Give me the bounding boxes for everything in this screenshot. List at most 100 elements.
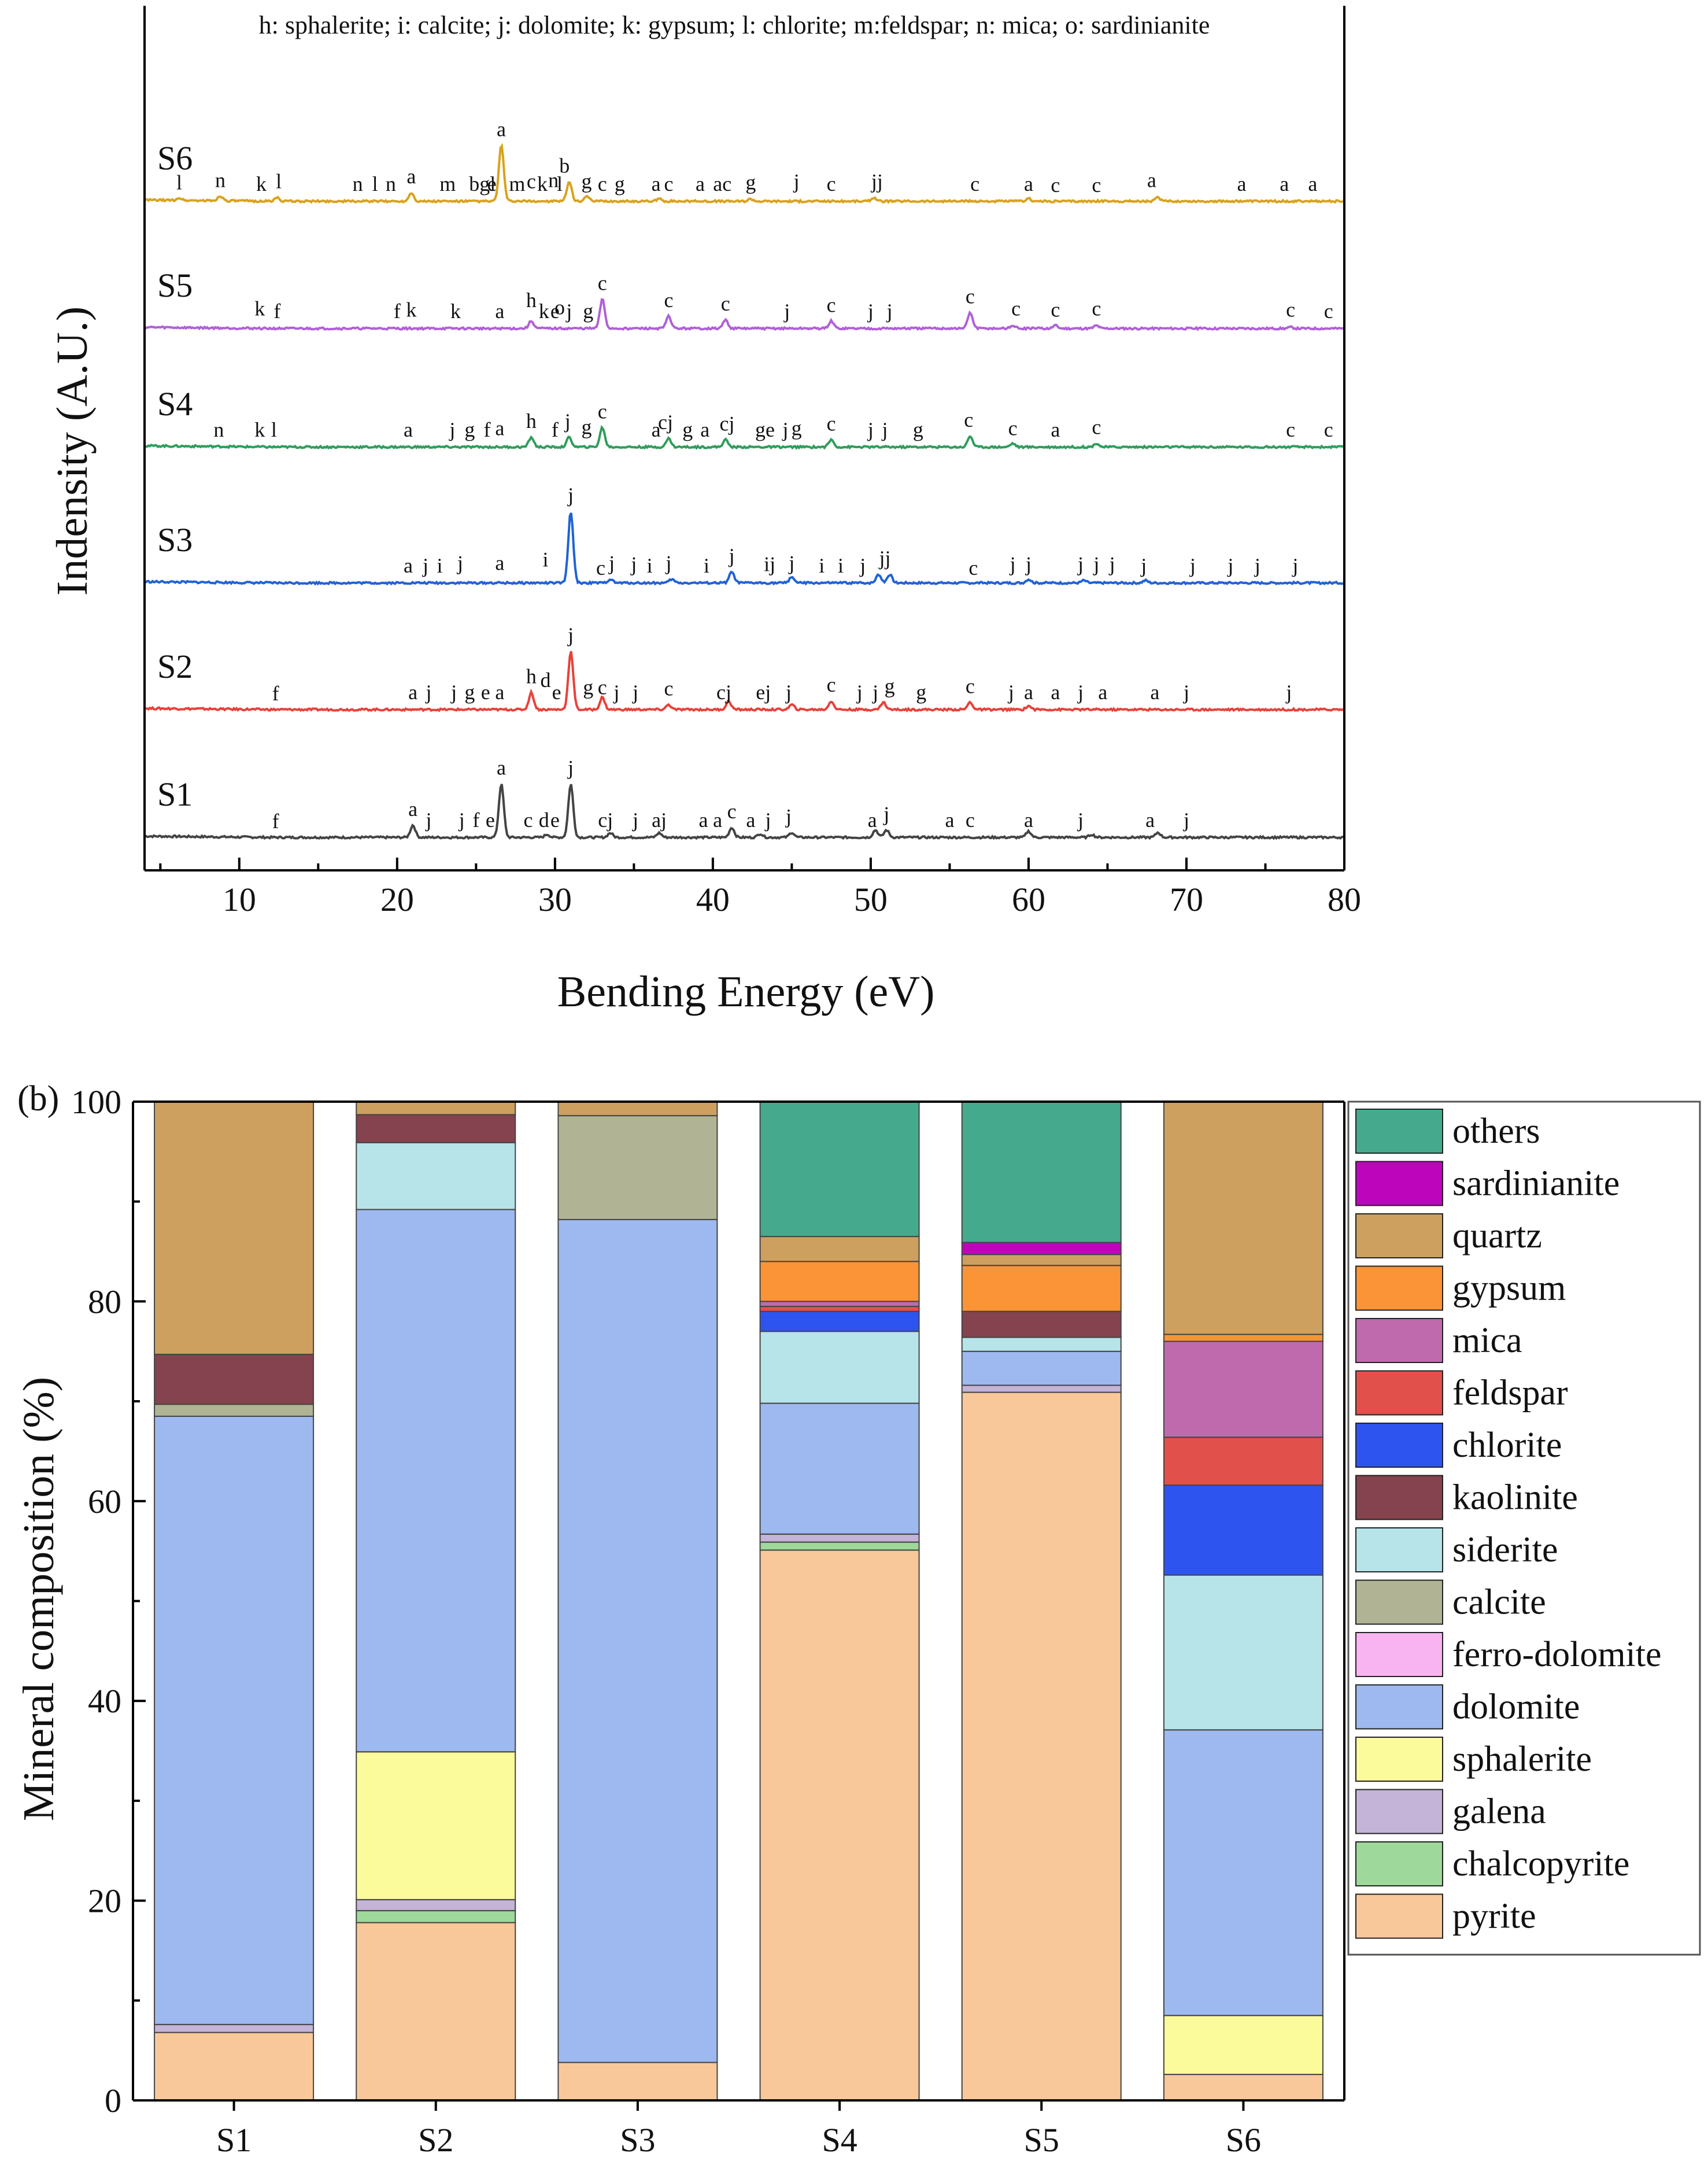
spectra-x-tick-label: 40 — [696, 881, 730, 918]
peak-label: c — [598, 400, 607, 423]
peak-label: c — [527, 170, 536, 193]
peak-label: a — [868, 808, 877, 832]
peak-label: cj — [598, 808, 613, 832]
composition-y-tick-label: 80 — [88, 1283, 121, 1320]
legend-label-pyrite: pyrite — [1452, 1897, 1536, 1936]
legend-swatch-sphalerite — [1355, 1737, 1443, 1782]
legend-label-chlorite: chlorite — [1452, 1426, 1562, 1465]
peak-label: cj — [716, 681, 731, 704]
peak-label: b — [559, 154, 570, 177]
bar-segment-s3-pyrite — [557, 2062, 718, 2102]
peak-label: j — [1226, 554, 1233, 577]
peak-label: a — [700, 418, 709, 441]
peak-label: d — [540, 669, 550, 692]
spectra-x-tick-label: 70 — [1170, 881, 1203, 918]
peak-label: g — [464, 681, 475, 704]
bar-segment-s2-quartz — [356, 1101, 516, 1116]
bar-segment-s4-chalcopyrite — [759, 1541, 920, 1551]
peak-label: j — [458, 808, 465, 832]
spectrum-line-s6 — [143, 143, 1345, 204]
bar-segment-s4-galena — [759, 1533, 920, 1543]
bar-segment-s4-mica — [759, 1301, 920, 1308]
peak-label: c — [968, 556, 978, 579]
bar-segment-s4-feldspar — [759, 1306, 920, 1312]
legend-swatch-galena — [1355, 1789, 1443, 1834]
bar-segment-s1-dolomite — [154, 1416, 315, 2025]
peak-label: c — [598, 272, 607, 295]
bar-segment-s5-others — [961, 1101, 1122, 1243]
peak-label: m — [509, 172, 525, 195]
peak-label: g — [916, 681, 926, 704]
peak-label: f — [273, 300, 280, 323]
peak-label: j — [567, 756, 574, 780]
peak-label: l — [271, 418, 277, 441]
spectra-x-tick-label: 80 — [1328, 881, 1361, 918]
bar-segment-s5-dolomite — [961, 1350, 1122, 1386]
peak-label: a — [746, 808, 755, 832]
bar-segment-s4-chlorite — [759, 1310, 920, 1332]
legend-swatch-quartz — [1355, 1213, 1443, 1258]
spectrum-line-s1 — [144, 784, 1345, 840]
sample-label-s6: S6 — [157, 139, 193, 177]
legend-label-sardinianite: sardinianite — [1452, 1164, 1620, 1203]
peak-label: j — [630, 553, 637, 576]
bar-segment-s2-sphalerite — [356, 1751, 516, 1900]
peak-label: j — [631, 808, 638, 832]
peak-label: a — [495, 417, 504, 440]
peak-label: c — [1092, 173, 1101, 197]
bar-segment-s5-gypsum — [961, 1265, 1122, 1312]
peak-label: j — [1077, 553, 1084, 576]
peak-label: a — [1145, 808, 1155, 832]
peak-label: j — [1291, 554, 1298, 577]
peak-label: a — [1024, 681, 1033, 704]
legend-label-gypsum: gypsum — [1452, 1269, 1566, 1308]
spectra-x-tick-label: 50 — [854, 881, 888, 918]
peak-label: g — [615, 172, 625, 195]
panel-b-tag: (b) — [17, 1079, 59, 1118]
peak-label: e — [550, 300, 560, 323]
category-label-s2: S2 — [418, 2121, 453, 2159]
peak-label: c — [1092, 297, 1101, 320]
peak-label: h — [526, 665, 537, 688]
peak-label: j — [567, 483, 574, 507]
legend-label-others: others — [1452, 1111, 1540, 1151]
peak-label: c — [964, 408, 973, 431]
peak-label: j — [664, 552, 671, 575]
peak-label: a — [652, 418, 661, 441]
peak-label: n — [215, 169, 225, 192]
peak-label: c — [1324, 300, 1333, 323]
composition-y-tick-label: 60 — [88, 1483, 121, 1520]
peak-label: g — [913, 418, 923, 441]
spectra-x-axis-title: Bending Energy (eV) — [557, 967, 935, 1016]
peak-label: cj — [658, 411, 673, 434]
bar-segment-s4-siderite — [759, 1331, 920, 1404]
legend-swatch-chalcopyrite — [1355, 1841, 1443, 1886]
legend-label-mica: mica — [1452, 1321, 1522, 1360]
spectra-x-tick-label: 30 — [538, 881, 572, 918]
peak-label: d — [539, 808, 549, 832]
peak-label: j — [1007, 681, 1014, 704]
bar-segment-s3-dolomite — [557, 1218, 718, 2063]
peak-label: a — [699, 808, 708, 832]
peak-label: c — [664, 172, 673, 195]
peak-label: c — [827, 412, 836, 435]
spectra-x-tick-label: 20 — [380, 881, 414, 918]
peak-label: a — [404, 418, 413, 441]
peak-label: j — [764, 808, 771, 832]
peak-label: c — [827, 673, 836, 696]
spectra-x-ticks: 10 20 30 40 50 60 70 80 — [159, 858, 1361, 918]
peak-label: a — [495, 552, 504, 575]
legend-label-dolomite: dolomite — [1452, 1687, 1580, 1727]
peak-label: c — [664, 677, 673, 700]
peak-label: j — [1108, 553, 1115, 576]
peak-label: j — [856, 681, 863, 704]
spectrum-line-s2 — [143, 651, 1345, 713]
peak-label: a — [497, 117, 506, 141]
peak-label: j — [567, 623, 574, 647]
peak-label: e — [552, 681, 561, 704]
peak-label: jj — [878, 546, 890, 570]
peak-label: i — [819, 554, 825, 577]
peak-label: c — [1011, 297, 1021, 320]
